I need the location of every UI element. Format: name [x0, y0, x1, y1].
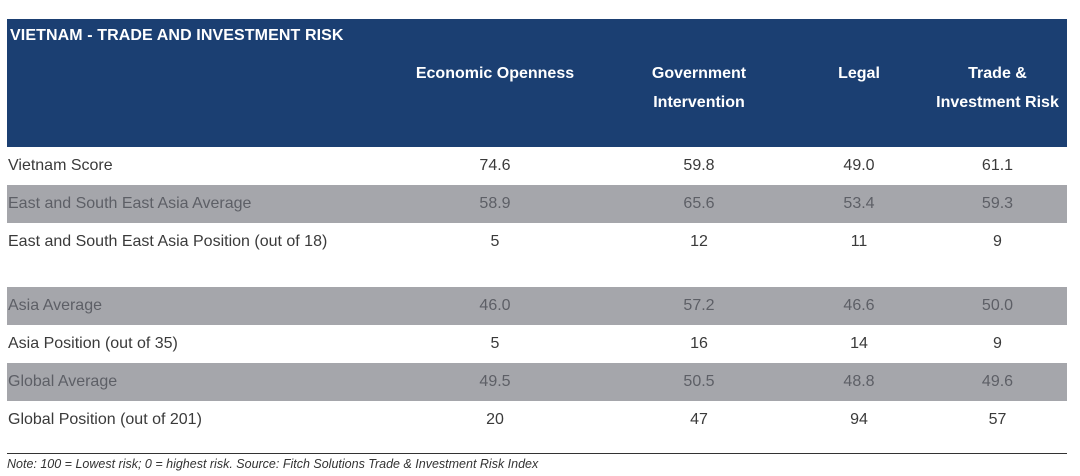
table-row: Vietnam Score 74.6 59.8 49.0 61.1: [7, 147, 1067, 185]
cell-value: 94: [850, 411, 868, 428]
table-header: VIETNAM - TRADE AND INVESTMENT RISK Econ…: [7, 19, 1067, 147]
footer-divider: [7, 453, 1067, 454]
header-legal: Legal: [838, 65, 880, 82]
cell-value: 9: [993, 335, 1002, 352]
table-note: Note: 100 = Lowest risk; 0 = highest ris…: [7, 457, 539, 471]
cell-value: 46.6: [843, 297, 875, 314]
cell-value: 58.9: [479, 195, 511, 212]
cell-value: 49.5: [479, 373, 511, 390]
cell-value: 61.1: [981, 157, 1014, 174]
header-government-intervention: Government Intervention: [651, 65, 747, 111]
table-row: East and South East Asia Position (out o…: [7, 223, 1067, 261]
row-label: Global Average: [8, 373, 118, 390]
table-row: Global Position (out of 201) 20 47 94 57: [7, 401, 1067, 439]
risk-table: VIETNAM - TRADE AND INVESTMENT RISK Econ…: [7, 19, 1067, 439]
cell-value: 49.0: [843, 157, 875, 174]
table-row: Asia Average 46.0 57.2 46.6 50.0: [7, 287, 1067, 325]
cell-value: 9: [993, 233, 1002, 250]
cell-value: 48.8: [843, 373, 875, 390]
cell-value: 59.8: [683, 157, 715, 174]
header-trade-investment-risk: Trade & Investment Risk: [936, 65, 1059, 111]
header-economic-openness: Economic Openness: [415, 65, 575, 82]
cell-value: 5: [490, 335, 500, 352]
cell-value: 59.3: [981, 195, 1014, 212]
cell-value: 53.4: [843, 195, 875, 212]
cell-value: 20: [486, 411, 504, 428]
row-label: Asia Position (out of 35): [8, 335, 178, 352]
cell-value: 5: [490, 233, 500, 250]
cell-value: 50.5: [683, 373, 715, 390]
cell-value: 16: [690, 335, 708, 352]
table-row: Global Average 49.5 50.5 48.8 49.6: [7, 363, 1067, 401]
table-row: East and South East Asia Average 58.9 65…: [7, 185, 1067, 223]
cell-value: 14: [850, 335, 868, 352]
row-label: East and South East Asia Average: [8, 195, 252, 212]
cell-value: 46.0: [479, 297, 511, 314]
cell-value: 57: [988, 411, 1007, 428]
cell-value: 65.6: [683, 195, 715, 212]
cell-value: 57.2: [683, 297, 715, 314]
cell-value: 12: [690, 233, 708, 250]
row-label: Global Position (out of 201): [8, 411, 202, 428]
cell-value: 74.6: [479, 157, 511, 174]
cell-value: 47: [690, 411, 708, 428]
cell-value: 50.0: [981, 297, 1014, 314]
row-label: East and South East Asia Position (out o…: [8, 233, 328, 250]
row-label: Vietnam Score: [8, 157, 113, 174]
row-spacer: [7, 261, 1067, 287]
row-label: Asia Average: [8, 297, 102, 314]
table-row: Asia Position (out of 35) 5 16 14 9: [7, 325, 1067, 363]
cell-value: 11: [850, 233, 868, 250]
table-title: VIETNAM - TRADE AND INVESTMENT RISK: [10, 27, 344, 44]
cell-value: 49.6: [981, 373, 1014, 390]
